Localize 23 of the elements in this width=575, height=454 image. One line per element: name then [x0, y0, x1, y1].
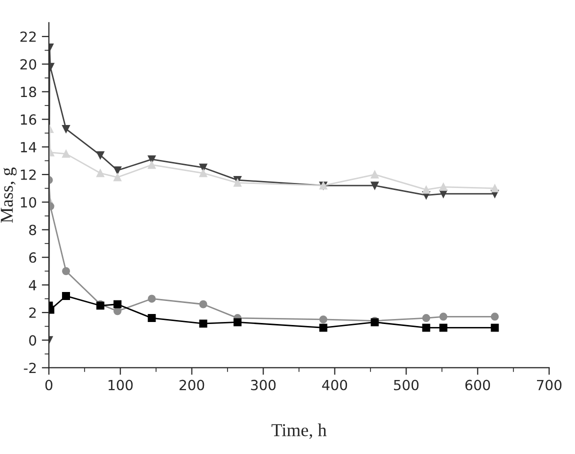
y-tick-label: -2: [24, 362, 36, 374]
y-tick-label: 4: [28, 280, 36, 290]
x-tick-label: 200: [180, 380, 204, 390]
y-tick-label: 12: [20, 169, 36, 180]
y-tick-label: 22: [20, 31, 36, 42]
y-tick-label: 2: [29, 308, 36, 318]
y-tick-label: 18: [20, 86, 36, 98]
y-tick-label: 10: [20, 197, 36, 208]
y-axis-title: Mass, g: [0, 167, 17, 223]
x-tick-label: 100: [108, 380, 133, 390]
y-tick-label: 6: [29, 252, 36, 263]
x-tick-label: 400: [322, 380, 348, 390]
y-tick-label: 16: [20, 114, 36, 125]
x-axis-title: Time, h: [272, 424, 327, 439]
x-tick-label: 300: [251, 380, 276, 390]
y-tick-label: 8: [29, 224, 36, 236]
x-tick-label: 600: [465, 380, 490, 390]
x-tick-label: 500: [394, 380, 419, 390]
y-tick-label: 14: [20, 142, 36, 152]
x-tick-label: 0: [45, 380, 52, 390]
y-tick-label: 0: [29, 335, 36, 346]
x-tick-label: 700: [537, 380, 562, 390]
y-tick-label: 20: [20, 59, 36, 70]
